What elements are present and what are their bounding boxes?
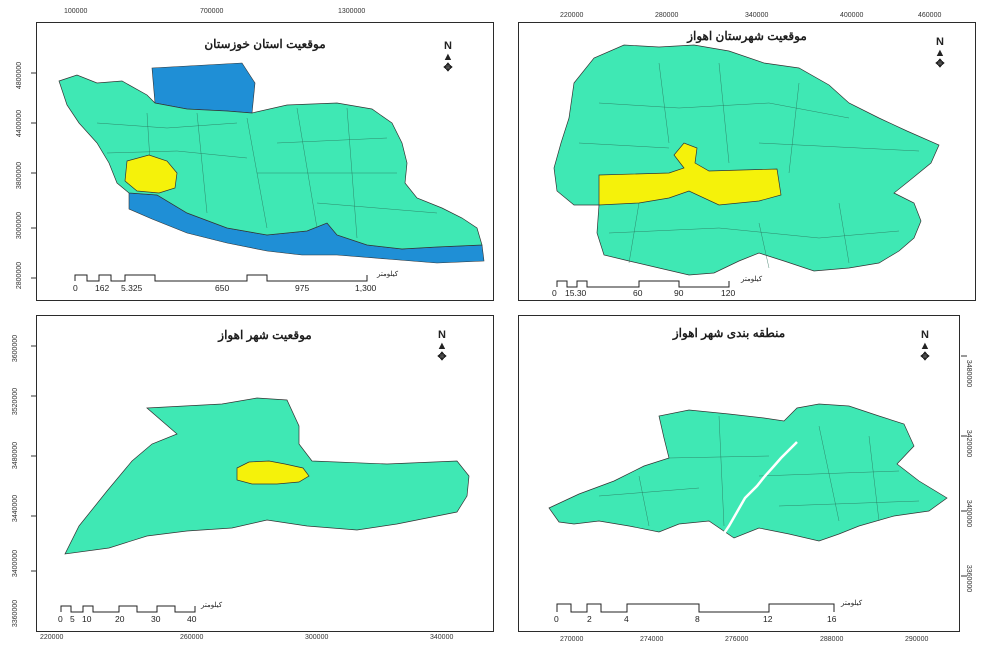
scale-label: 60 [633, 288, 643, 298]
coord-tick: 288000 [820, 636, 844, 643]
ahvaz-city-area [236, 460, 310, 485]
scale-label: 650 [215, 283, 230, 293]
ahvaz-county [598, 142, 782, 206]
map-panel-khuzestan: موقعیت استان خوزستان N ▲ ✥ 0 162 5.325 650… [31, 22, 494, 301]
coord-tick: 3000000 [16, 211, 24, 240]
map-panel-ahvaz-city: موقعیت شهر اهواز N ▲ ✥ 0 5 10 20 30 40 کیل… [31, 315, 494, 632]
scale-label: 10 [82, 614, 92, 624]
coord-tick: 270000 [560, 636, 584, 643]
scale-bar [74, 274, 368, 282]
khuzestan-province [124, 154, 178, 194]
coord-tick: 220000 [40, 634, 64, 641]
map-panel-ahvaz-zones: منطقه بندی شهر اهواز N ▲ ✥ 0 2 4 8 12 16 ک… [518, 315, 967, 632]
panel-title: منطقه بندی شهر اهواز [672, 326, 786, 340]
scale-label: 90 [674, 288, 684, 298]
map-panel-ahvaz-county: موقعیت شهرستان اهواز N ▲ ✥ 0 15.30 60 90 1… [518, 22, 976, 301]
north-arrow-icon: N ▲ ✥ [934, 36, 946, 70]
coord-tick: 3420000 [965, 429, 973, 458]
coord-tick: 3800000 [16, 161, 24, 190]
coord-tick: 3400000 [12, 549, 20, 578]
coord-tick: 4800000 [16, 61, 24, 90]
north-arrow-icon: N ▲ ✥ [919, 329, 931, 363]
coord-tick: 3440000 [12, 494, 20, 523]
scale-label: 12 [763, 614, 773, 624]
scale-label: 0 [554, 614, 559, 624]
coord-tick: 3360000 [12, 599, 20, 628]
scale-label: 2 [587, 614, 592, 624]
scale-label: 162 [95, 283, 110, 293]
coord-tick: 290000 [905, 636, 929, 643]
coord-tick: 400000 [840, 12, 864, 19]
panel-title: موقعیت شهرستان اهواز [687, 29, 807, 43]
coord-tick: 460000 [918, 12, 942, 19]
coord-tick: 276000 [725, 636, 749, 643]
ahvaz-city-land [548, 403, 948, 542]
coord-tick: 340000 [430, 634, 454, 641]
scale-bar [556, 603, 835, 613]
coord-tick: 3480000 [12, 441, 20, 470]
scale-label: 5 [70, 614, 75, 624]
scale-label: 1,300 [355, 283, 377, 293]
khuzestan-land [553, 44, 940, 276]
scale-unit: کیلومتر [377, 271, 399, 278]
scale-label: 0 [552, 288, 557, 298]
scale-label: 4 [624, 614, 629, 624]
scale-unit: کیلومتر [741, 276, 763, 283]
coord-tick: 3600000 [12, 334, 20, 363]
coord-tick: 4400000 [16, 109, 24, 138]
scale-label: 15.30 [565, 288, 587, 298]
scale-label: 0 [58, 614, 63, 624]
scale-label: 0 [73, 283, 78, 293]
scale-bar [60, 605, 196, 613]
scale-unit: کیلومتر [201, 602, 223, 609]
coord-tick: 3400000 [965, 499, 973, 528]
scale-label: 8 [695, 614, 700, 624]
scale-label: 975 [295, 283, 310, 293]
coord-tick: 280000 [655, 12, 679, 19]
karun-river [719, 441, 798, 539]
scale-label: 120 [721, 288, 736, 298]
coord-tick: 3480000 [965, 359, 973, 388]
coord-tick: 340000 [745, 12, 769, 19]
north-arrow-icon: N ▲ ✥ [442, 40, 454, 74]
coord-tick: 260000 [180, 634, 204, 641]
coord-tick: 220000 [560, 12, 584, 19]
coord-tick: 1300000 [338, 8, 366, 15]
coord-tick: 3360000 [965, 564, 973, 593]
scale-unit: کیلومتر [841, 600, 863, 607]
scale-bar [556, 280, 730, 288]
north-arrow-icon: N ▲ ✥ [436, 329, 448, 363]
coord-tick: 2800000 [16, 261, 24, 290]
scale-label: 40 [187, 614, 197, 624]
panel-title: موقعیت استان خوزستان [204, 37, 326, 51]
scale-label: 20 [115, 614, 125, 624]
khuzestan-map [553, 44, 940, 276]
scale-label: 16 [827, 614, 837, 624]
iran-map [31, 62, 485, 279]
ahvaz-zones-map [548, 355, 967, 577]
coord-tick: 300000 [305, 634, 329, 641]
iran-land [58, 74, 483, 250]
scale-label: 5.325 [121, 283, 143, 293]
coord-tick: 100000 [64, 8, 88, 15]
coord-tick: 700000 [200, 8, 224, 15]
ahvaz-county-map [31, 345, 470, 572]
panel-title: موقعیت شهر اهواز [218, 328, 312, 342]
coord-tick: 274000 [640, 636, 664, 643]
coord-tick: 3520000 [12, 387, 20, 416]
scale-label: 30 [151, 614, 161, 624]
